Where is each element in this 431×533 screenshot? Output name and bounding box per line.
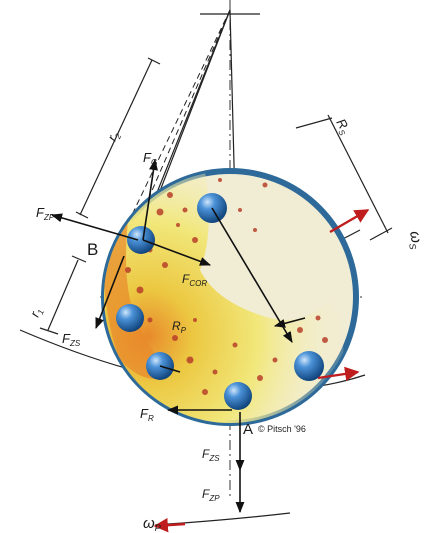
label-point-b: B: [87, 240, 98, 259]
label-omega-p: ωP: [143, 515, 161, 533]
label-omega-s: ωS: [405, 230, 426, 251]
label-r-1: r1: [27, 305, 46, 320]
dimension-r2: [75, 57, 161, 219]
label-f-zs-bottom: FZS: [202, 447, 220, 463]
label-r-2: r2: [104, 128, 123, 144]
ball-b: [127, 226, 155, 254]
ball-left: [116, 304, 144, 332]
dimension-r1: [39, 255, 87, 335]
copyright-notice: © Pitsch '96: [258, 424, 306, 434]
label-f-cor: FCOR: [182, 272, 207, 288]
label-f-zp-upper: FZP: [36, 205, 55, 222]
ball-a: [224, 382, 252, 410]
label-f-zp-bottom: FZP: [202, 487, 220, 503]
powder-dense-edge: [104, 204, 170, 379]
dimension-rs: [295, 114, 393, 241]
label-r-s: RS: [332, 116, 354, 138]
rotation-arrows: [153, 208, 370, 533]
label-point-a: A: [243, 421, 253, 438]
label-r-p: RP: [172, 319, 187, 335]
diagram-labels: B A FZP FG FCOR FZS RP RS r1 r2 FR FZS F…: [27, 116, 426, 533]
label-f-g: FG: [143, 150, 157, 167]
force-arrows: [50, 158, 306, 514]
label-f-zs-left: FZS: [62, 331, 81, 348]
powder-specks: [125, 178, 328, 395]
label-f-r: FR: [140, 406, 154, 423]
ball-right: [294, 351, 324, 381]
